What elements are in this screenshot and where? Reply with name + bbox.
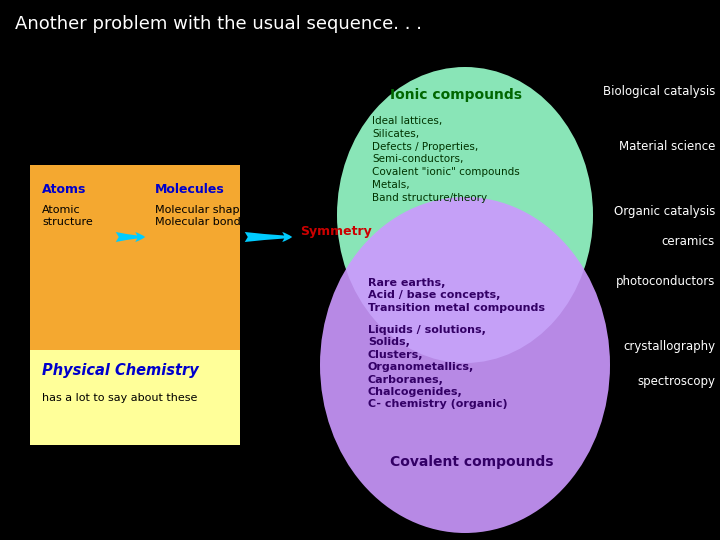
Text: crystallography: crystallography	[623, 340, 715, 353]
FancyBboxPatch shape	[30, 165, 240, 350]
Ellipse shape	[337, 67, 593, 363]
Text: Rare earths,
Acid / base concepts,
Transition metal compounds: Rare earths, Acid / base concepts, Trans…	[368, 278, 545, 313]
Text: Molecules: Molecules	[155, 183, 225, 196]
Text: ceramics: ceramics	[662, 235, 715, 248]
Text: Molecular shape
Molecular bonding: Molecular shape Molecular bonding	[155, 205, 258, 227]
Text: Biological catalysis: Biological catalysis	[603, 85, 715, 98]
Text: Covalent compounds: Covalent compounds	[390, 455, 554, 469]
Text: Atoms: Atoms	[42, 183, 86, 196]
Ellipse shape	[320, 197, 610, 533]
Text: Ideal lattices,
Silicates,
Defects / Properties,
Semi-conductors,
Covalent "ioni: Ideal lattices, Silicates, Defects / Pro…	[372, 116, 520, 203]
Text: spectroscopy: spectroscopy	[637, 375, 715, 388]
Text: Organic catalysis: Organic catalysis	[613, 205, 715, 218]
Text: Atomic
structure: Atomic structure	[42, 205, 93, 227]
Text: Symmetry: Symmetry	[300, 225, 372, 238]
FancyBboxPatch shape	[30, 350, 240, 445]
Text: Liquids / solutions,
Solids,
Clusters,
Organometallics,
Carboranes,
Chalcogenide: Liquids / solutions, Solids, Clusters, O…	[368, 325, 508, 409]
Text: Material science: Material science	[618, 140, 715, 153]
Text: photoconductors: photoconductors	[616, 275, 715, 288]
Text: has a lot to say about these: has a lot to say about these	[42, 393, 197, 403]
Text: Ionic compounds: Ionic compounds	[390, 88, 522, 102]
Text: Physical Chemistry: Physical Chemistry	[42, 363, 199, 378]
Text: Another problem with the usual sequence. . .: Another problem with the usual sequence.…	[15, 15, 422, 33]
